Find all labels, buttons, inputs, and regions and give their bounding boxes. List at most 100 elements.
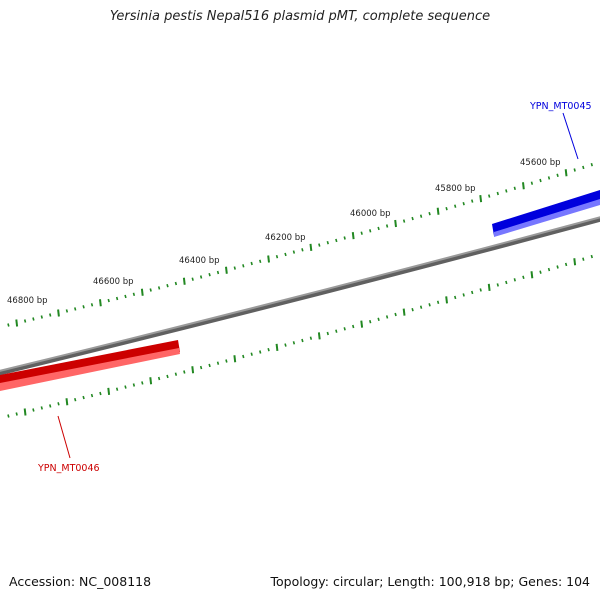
minor-tick xyxy=(513,186,516,191)
backbone-arc-highlight xyxy=(0,216,600,372)
minor-tick xyxy=(582,257,585,261)
minor-tick xyxy=(65,309,69,313)
minor-tick xyxy=(462,201,465,206)
minor-tick xyxy=(7,414,10,418)
backbone-arc xyxy=(0,216,600,376)
minor-tick xyxy=(411,216,414,221)
minor-tick xyxy=(377,226,380,231)
minor-tick xyxy=(385,224,389,228)
major-tick xyxy=(182,277,186,285)
minor-tick xyxy=(369,229,372,233)
minor-tick xyxy=(428,211,431,216)
minor-tick xyxy=(343,236,346,240)
scale-label: 45800 bp xyxy=(435,184,476,194)
minor-tick xyxy=(57,402,60,406)
gene-leader-line xyxy=(562,112,579,160)
minor-tick xyxy=(242,354,245,359)
minor-tick xyxy=(74,307,77,311)
minor-tick xyxy=(32,317,35,321)
minor-tick xyxy=(199,365,203,370)
scale-labels: 45600 bp 45800 bp 46000 bp 46200 bp 4640… xyxy=(7,158,561,306)
major-tick xyxy=(445,296,448,304)
minor-tick xyxy=(132,292,136,297)
minor-tick xyxy=(32,408,35,412)
minor-tick xyxy=(335,238,338,243)
minor-tick xyxy=(208,363,211,368)
minor-tick xyxy=(385,315,389,319)
minor-tick xyxy=(259,350,262,354)
minor-tick xyxy=(124,294,127,299)
minor-tick xyxy=(369,319,372,324)
minor-tick xyxy=(141,381,144,385)
major-tick xyxy=(309,243,313,252)
major-tick xyxy=(360,320,364,328)
minor-tick xyxy=(107,298,110,303)
gene-ypn-mt0045[interactable]: YPN_MT0045 xyxy=(492,101,600,237)
inner-scale-ticks xyxy=(7,254,593,418)
minor-tick xyxy=(40,406,43,410)
gene-label: YPN_MT0045 xyxy=(529,101,592,112)
minor-tick xyxy=(419,214,423,218)
major-tick xyxy=(402,308,406,316)
gene-ypn-mt0046[interactable]: YPN_MT0046 xyxy=(0,340,180,474)
minor-tick xyxy=(259,259,262,264)
minor-tick xyxy=(174,372,178,376)
minor-tick xyxy=(590,254,593,259)
major-tick xyxy=(275,343,279,352)
minor-tick xyxy=(573,168,576,172)
minor-tick xyxy=(225,359,228,363)
major-tick xyxy=(522,182,525,190)
minor-tick xyxy=(166,374,169,379)
minor-tick xyxy=(505,280,508,285)
minor-tick xyxy=(556,265,559,269)
major-tick xyxy=(99,299,102,307)
gene-label: YPN_MT0046 xyxy=(37,463,100,474)
minor-tick xyxy=(547,267,551,272)
minor-tick xyxy=(471,199,474,203)
minor-tick xyxy=(505,189,508,193)
minor-tick xyxy=(132,383,136,387)
major-tick xyxy=(15,319,19,327)
major-tick xyxy=(317,332,321,340)
minor-tick xyxy=(284,343,287,347)
minor-tick xyxy=(82,305,85,309)
scale-label: 46200 bp xyxy=(265,233,306,243)
minor-tick xyxy=(309,336,313,340)
major-tick xyxy=(436,207,440,215)
scale-label: 46000 bp xyxy=(350,209,391,219)
minor-tick xyxy=(402,219,406,223)
minor-tick xyxy=(199,275,203,279)
minor-tick xyxy=(166,283,169,288)
accession-text: Accession: NC_008118 xyxy=(9,574,152,589)
minor-tick xyxy=(343,327,346,331)
minor-tick xyxy=(522,275,525,280)
major-tick xyxy=(65,398,69,406)
minor-tick xyxy=(157,376,161,381)
minor-tick xyxy=(284,252,287,257)
minor-tick xyxy=(547,176,551,180)
minor-tick xyxy=(411,307,414,312)
major-tick xyxy=(225,266,228,274)
minor-tick xyxy=(275,254,279,259)
minor-tick xyxy=(74,397,77,402)
minor-tick xyxy=(318,243,321,247)
major-tick xyxy=(233,355,237,363)
major-tick xyxy=(351,231,355,240)
scale-label: 46600 bp xyxy=(93,277,134,287)
minor-tick xyxy=(174,281,178,286)
minor-tick xyxy=(157,286,161,290)
minor-tick xyxy=(582,165,585,170)
major-tick xyxy=(267,255,270,263)
minor-tick xyxy=(7,323,10,327)
minor-tick xyxy=(90,393,94,398)
minor-tick xyxy=(250,352,253,356)
major-tick xyxy=(564,169,568,177)
major-tick xyxy=(191,366,195,374)
minor-tick xyxy=(233,266,236,270)
minor-tick xyxy=(49,313,52,317)
scale-label: 45600 bp xyxy=(520,158,561,168)
minor-tick xyxy=(90,303,94,307)
minor-tick xyxy=(301,248,304,252)
minor-tick xyxy=(488,194,491,198)
